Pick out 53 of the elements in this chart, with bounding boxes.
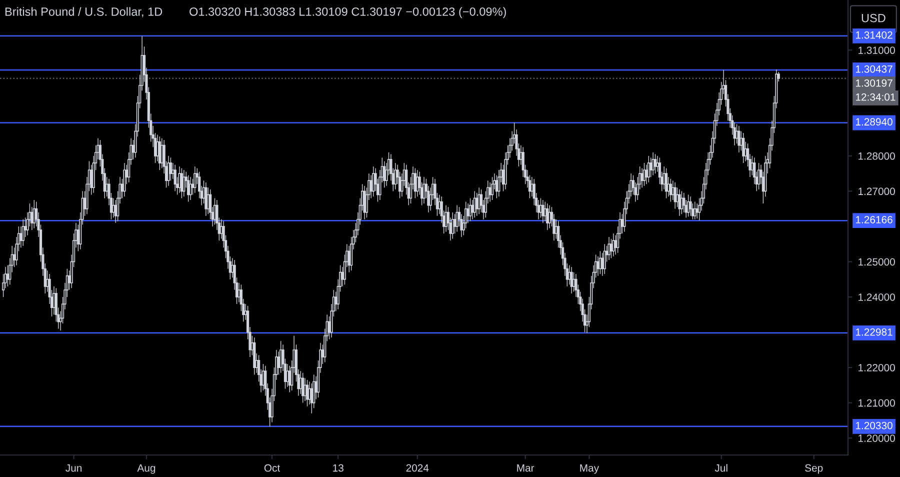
y-tick-label: 1.20000 <box>858 434 895 442</box>
candlestick <box>742 132 745 164</box>
candlestick <box>174 164 176 192</box>
candlestick <box>416 170 419 197</box>
ref-line-label: 1.28940 <box>856 118 892 126</box>
y-tick-label: 1.21000 <box>858 399 895 407</box>
candlestick <box>738 126 740 153</box>
y-tick-label: 1.28000 <box>858 152 895 160</box>
candlestick <box>694 201 696 220</box>
candlestick <box>546 203 549 230</box>
x-tick-label: Oct <box>264 464 280 472</box>
candlestick <box>194 166 196 194</box>
ref-line-label: 1.30197 <box>856 79 892 87</box>
y-tick-label: 1.25000 <box>858 258 895 266</box>
x-tick-label: Jun <box>66 464 82 472</box>
x-tick-label: Sep <box>805 464 823 474</box>
candlestick <box>542 200 544 224</box>
ref-line-label: 1.31402 <box>856 31 892 39</box>
candlestick <box>204 182 208 216</box>
y-axis-title: USD <box>862 14 886 22</box>
x-tick-label: Mar <box>517 464 534 472</box>
candlestick <box>678 189 681 216</box>
x-tick-label: Jul <box>714 464 728 472</box>
candlestick <box>608 236 610 260</box>
candlestick <box>422 176 426 204</box>
candlestick <box>456 204 458 232</box>
ref-line-label: 1.30437 <box>856 65 892 73</box>
text: O1.30320 H1.30383 L1.30109 C1.30197 −0.00123 (−0.09%) <box>190 7 506 18</box>
candlestick <box>302 372 304 404</box>
candlestick <box>654 154 657 174</box>
text: 12:34:01 <box>856 93 896 101</box>
candlestick <box>689 196 692 216</box>
candlestick <box>444 204 448 232</box>
y-tick-label: 1.24000 <box>858 293 895 301</box>
text: British Pound / U.S. Dollar, 1D <box>5 7 162 18</box>
ref-line-label: 1.26166 <box>856 216 892 224</box>
candlestick <box>490 176 494 200</box>
candlestick <box>182 170 186 197</box>
candlestick <box>22 219 24 246</box>
y-tick-label: 1.27000 <box>858 188 895 196</box>
x-tick-label: 2024 <box>406 464 429 472</box>
ref-line-label: 1.22981 <box>856 328 892 336</box>
x-tick-label: Aug <box>137 464 156 474</box>
x-tick-label: May <box>580 464 600 474</box>
candlestick <box>123 162 126 197</box>
x-tick-label: 13 <box>333 464 344 472</box>
candlestick <box>603 244 606 274</box>
candlestick <box>189 176 192 200</box>
y-tick-label: 1.31000 <box>858 46 895 54</box>
candlestick <box>612 233 615 257</box>
candlestick <box>383 160 386 188</box>
y-tick-label: 1.22000 <box>858 364 895 372</box>
ref-line-label: 1.20330 <box>856 422 892 430</box>
